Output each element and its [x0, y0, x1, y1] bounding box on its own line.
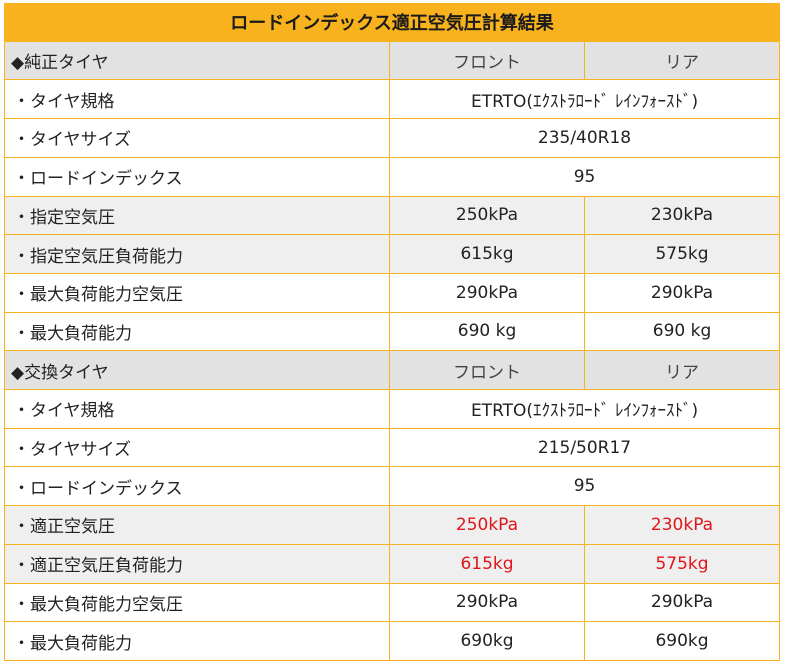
- oem-section-label: ◆純正タイヤ: [4, 40, 390, 81]
- replacement-front-pressure-load: 615kg: [389, 543, 585, 584]
- row-label: ・最大負荷能力: [4, 621, 390, 661]
- load-index-result-table: ロードインデックス適正空気圧計算結果 ◆純正タイヤ フロント リア ・タイヤ規格…: [3, 3, 781, 661]
- replacement-rear-max-load: 690kg: [583, 621, 781, 661]
- oem-rear-pressure-load: 575kg: [583, 234, 781, 274]
- replacement-rear-pressure: 230kPa: [583, 505, 781, 545]
- row-label: ・指定空気圧負荷能力: [4, 234, 390, 274]
- table-row: ・タイヤサイズ 235/40R18: [4, 118, 781, 158]
- oem-front-max-load-pressure: 290kPa: [389, 272, 585, 313]
- row-label: ・タイヤサイズ: [4, 118, 390, 158]
- oem-front-max-load: 690 kg: [389, 311, 585, 352]
- table-row: ・指定空気圧 250kPa 230kPa: [4, 195, 781, 236]
- row-label: ・タイヤサイズ: [4, 427, 390, 468]
- row-label: ・ロードインデックス: [4, 466, 390, 507]
- replacement-tire-standard: ETRTO(ｴｸｽﾄﾗﾛｰﾄﾞ ﾚｲﾝﾌｫｰｽﾄﾞ): [388, 389, 781, 429]
- replacement-front-pressure: 250kPa: [389, 505, 585, 545]
- table-row: ・最大負荷能力 690 kg 690 kg: [4, 311, 781, 352]
- row-label: ・タイヤ規格: [4, 79, 390, 120]
- table-title: ロードインデックス適正空気圧計算結果: [3, 3, 781, 42]
- replacement-rear-max-load-pressure: 290kPa: [583, 582, 781, 623]
- oem-tire-size: 235/40R18: [388, 118, 781, 158]
- table-row: ・タイヤ規格 ETRTO(ｴｸｽﾄﾗﾛｰﾄﾞ ﾚｲﾝﾌｫｰｽﾄﾞ): [4, 389, 781, 429]
- row-label: ・最大負荷能力空気圧: [4, 582, 390, 623]
- row-label: ・適正空気圧: [4, 505, 390, 545]
- table-row: ・指定空気圧負荷能力 615kg 575kg: [4, 234, 781, 274]
- table-row: ・最大負荷能力空気圧 290kPa 290kPa: [4, 272, 781, 313]
- replacement-rear-pressure-load: 575kg: [583, 543, 781, 584]
- replacement-rear-header: リア: [583, 350, 781, 391]
- row-label: ・最大負荷能力空気圧: [4, 272, 390, 313]
- table-row: ・適正空気圧負荷能力 615kg 575kg: [4, 543, 781, 584]
- row-label: ・適正空気圧負荷能力: [4, 543, 390, 584]
- table-row: ・タイヤ規格 ETRTO(ｴｸｽﾄﾗﾛｰﾄﾞ ﾚｲﾝﾌｫｰｽﾄﾞ): [4, 79, 781, 120]
- table-title-row: ロードインデックス適正空気圧計算結果: [3, 3, 781, 42]
- row-label: ・最大負荷能力: [4, 311, 390, 352]
- oem-rear-pressure: 230kPa: [583, 195, 781, 236]
- table-row: ・最大負荷能力 690kg 690kg: [4, 621, 781, 661]
- replacement-section-label: ◆交換タイヤ: [4, 350, 390, 391]
- replacement-front-max-load: 690kg: [389, 621, 585, 661]
- oem-section-header: ◆純正タイヤ フロント リア: [4, 40, 781, 81]
- oem-load-index: 95: [388, 156, 781, 197]
- oem-rear-max-load: 690 kg: [583, 311, 781, 352]
- replacement-front-header: フロント: [389, 350, 585, 391]
- oem-front-pressure: 250kPa: [389, 195, 585, 236]
- oem-rear-max-load-pressure: 290kPa: [583, 272, 781, 313]
- table-row: ・ロードインデックス 95: [4, 156, 781, 197]
- oem-front-pressure-load: 615kg: [389, 234, 585, 274]
- table-row: ・適正空気圧 250kPa 230kPa: [4, 505, 781, 545]
- row-label: ・ロードインデックス: [4, 156, 390, 197]
- row-label: ・指定空気圧: [4, 195, 390, 236]
- table-row: ・タイヤサイズ 215/50R17: [4, 427, 781, 468]
- oem-front-header: フロント: [389, 40, 585, 81]
- table-row: ・ロードインデックス 95: [4, 466, 781, 507]
- replacement-tire-size: 215/50R17: [388, 427, 781, 468]
- table-row: ・最大負荷能力空気圧 290kPa 290kPa: [4, 582, 781, 623]
- replacement-load-index: 95: [388, 466, 781, 507]
- replacement-section-header: ◆交換タイヤ フロント リア: [4, 350, 781, 391]
- oem-tire-standard: ETRTO(ｴｸｽﾄﾗﾛｰﾄﾞ ﾚｲﾝﾌｫｰｽﾄﾞ): [388, 79, 781, 120]
- replacement-front-max-load-pressure: 290kPa: [389, 582, 585, 623]
- row-label: ・タイヤ規格: [4, 389, 390, 429]
- oem-rear-header: リア: [583, 40, 781, 81]
